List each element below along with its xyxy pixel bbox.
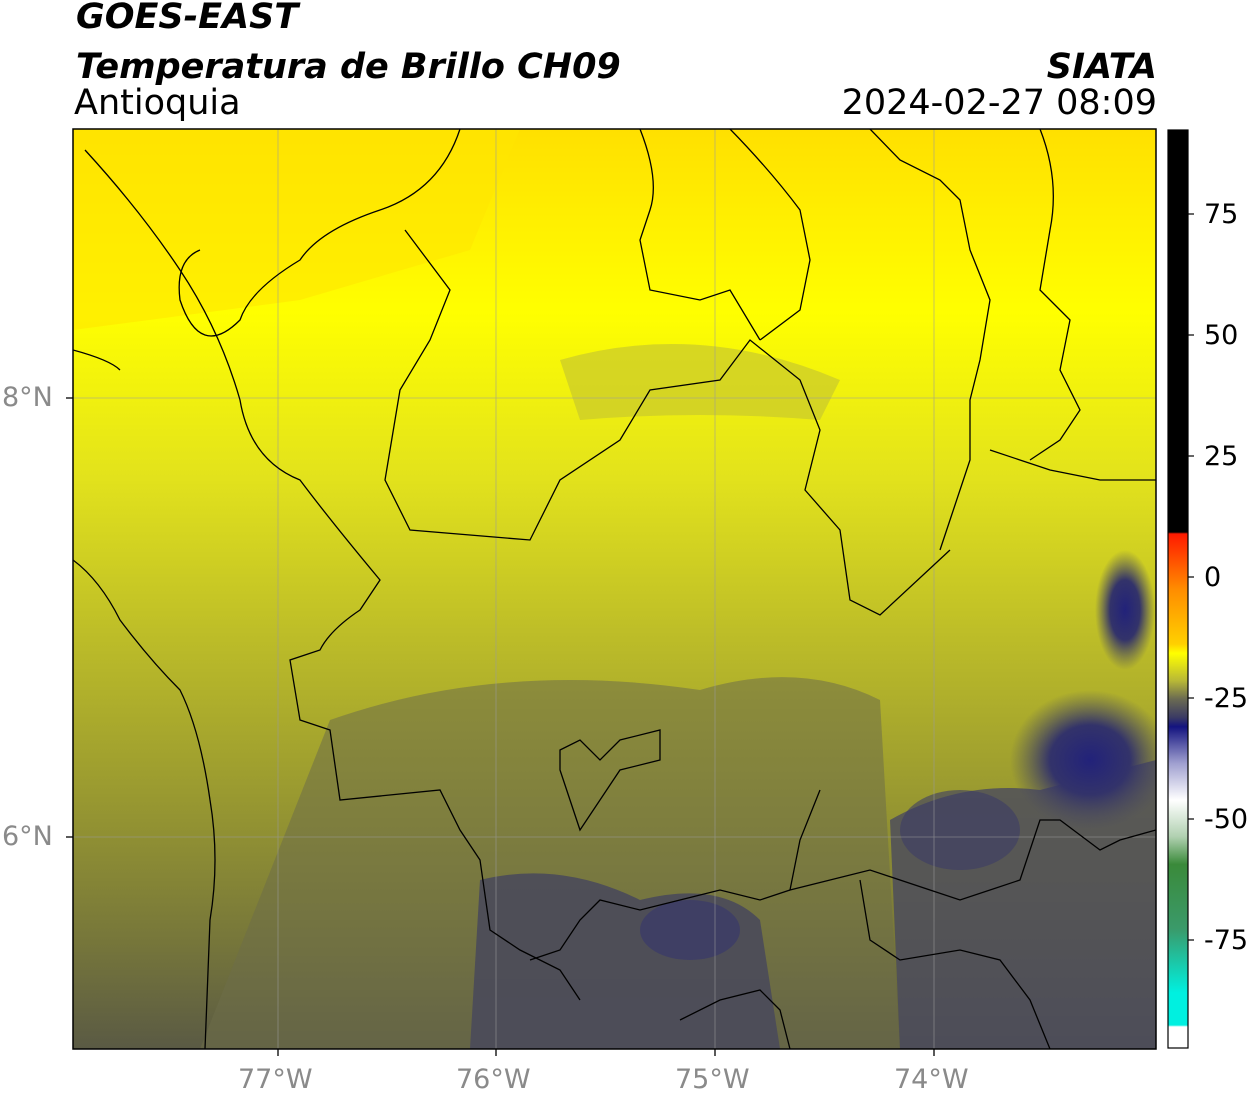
lon-tick-77w: 77°W <box>238 1064 313 1095</box>
timestamp-label: 2024-02-27 08:09 <box>841 83 1157 123</box>
organization-label: SIATA <box>1046 47 1157 87</box>
lon-tick-76w: 76°W <box>456 1064 531 1095</box>
satellite-title: GOES-EAST <box>76 0 299 37</box>
borders <box>73 129 1156 1049</box>
colorbar-label-0: 0 <box>1204 562 1222 593</box>
lon-tick-74w: 74°W <box>894 1064 969 1095</box>
colorbar-label-neg50: -50 <box>1204 804 1249 835</box>
colorbar-label-75: 75 <box>1204 199 1239 230</box>
graticule <box>73 129 1156 1049</box>
lat-tick-6n: 6°N <box>2 821 53 852</box>
map-frame <box>72 128 1157 1050</box>
product-title: Temperatura de Brillo CH09 <box>76 47 621 87</box>
colorbar-ticks <box>1188 213 1194 941</box>
lat-tick-8n: 8°N <box>2 382 53 413</box>
axis-ticks <box>66 397 935 1056</box>
colorbar-label-50: 50 <box>1204 320 1239 351</box>
region-label: Antioquia <box>74 83 241 123</box>
colorbar <box>1168 130 1188 1048</box>
lon-tick-75w: 75°W <box>675 1064 750 1095</box>
colorbar-label-25: 25 <box>1204 441 1239 472</box>
colorbar-label-neg25: -25 <box>1204 683 1249 714</box>
colorbar-label-neg75: -75 <box>1204 925 1249 956</box>
